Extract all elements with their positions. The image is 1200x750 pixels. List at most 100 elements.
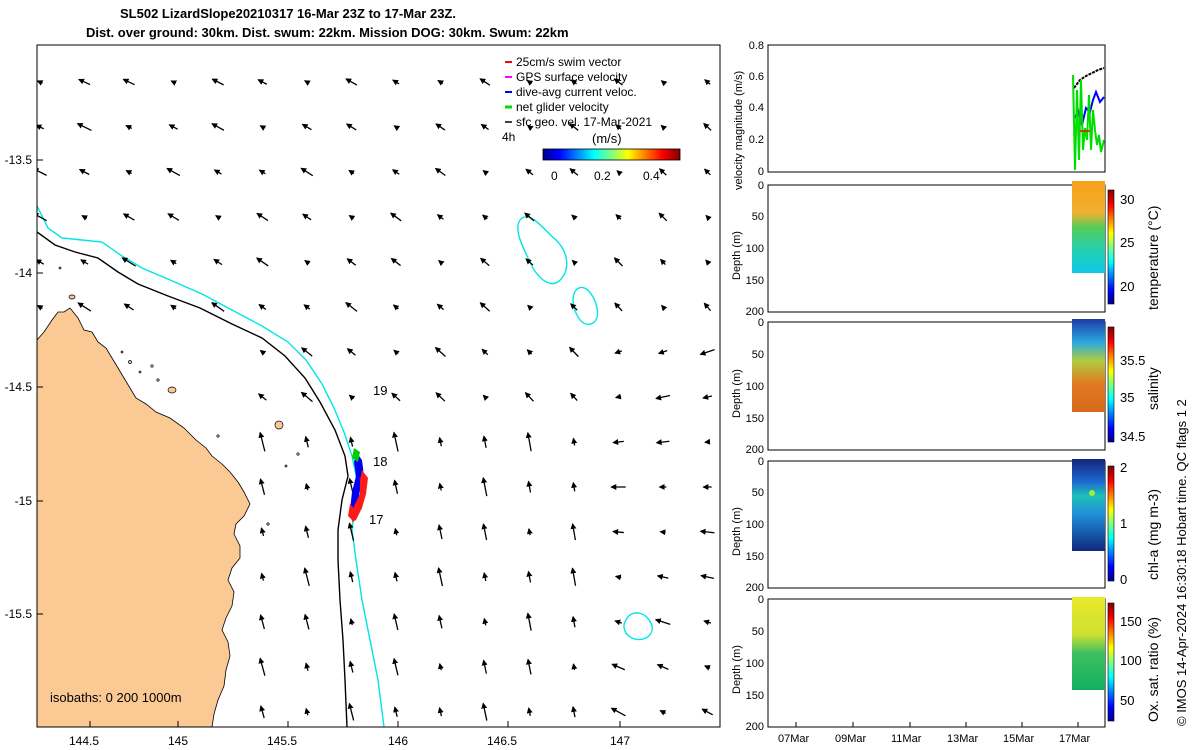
velocity-vector — [571, 663, 578, 671]
colorbar-tick: 0.2 — [594, 169, 611, 183]
velocity-vector — [481, 214, 489, 221]
ox-cbar-tick: 50 — [1120, 693, 1134, 708]
velocity-vector — [300, 391, 313, 403]
velocity-vector — [438, 259, 445, 267]
velocity-vector — [259, 572, 266, 581]
velocity-vector — [524, 392, 535, 402]
velocity-vector — [258, 478, 266, 496]
velocity-vector — [258, 657, 266, 676]
velocity-vector — [703, 122, 712, 131]
velocity-vector — [437, 614, 444, 629]
depth-axes: 0 50 100 150 200 0 50 100 150 200 0 50 1… — [746, 180, 764, 733]
velocity-vector — [699, 528, 715, 535]
vel-ylabel: velocity magnitude (m/s) — [733, 71, 745, 190]
velocity-vector — [81, 215, 88, 221]
lon-tick-label: 145.5 — [267, 734, 297, 748]
velocity-vector — [303, 435, 310, 448]
velocity-panel: 0 0.2 0.4 0.6 0.8 velocity magnitude (m/… — [733, 40, 1106, 190]
velocity-vector — [348, 570, 355, 583]
velocity-vector — [257, 79, 268, 85]
velocity-vector — [392, 479, 399, 494]
depth-tick: 100 — [746, 519, 764, 531]
velocity-vector — [303, 613, 310, 630]
velocity-vector — [482, 170, 490, 177]
depth-tick: 50 — [752, 626, 764, 638]
velocity-vector — [615, 214, 622, 221]
velocity-vector — [571, 705, 577, 718]
chla-section — [1072, 459, 1105, 551]
velocity-vector — [526, 707, 533, 716]
colorbar-title: (m/s) — [592, 131, 622, 146]
velocity-vector — [259, 125, 267, 131]
depth-tick: 100 — [746, 658, 764, 670]
velocity-vector — [259, 705, 266, 719]
velocity-vector — [257, 393, 267, 401]
velocity-vector — [526, 527, 533, 536]
sal-cbar-tick: 34.5 — [1120, 429, 1145, 444]
velocity-vector — [614, 302, 623, 312]
velocity-vector — [437, 662, 444, 671]
velocity-vector — [437, 524, 443, 540]
depth-tick: 150 — [746, 275, 764, 287]
velocity-vector — [479, 257, 490, 267]
velocity-vector — [436, 303, 445, 311]
temperature-panel: 30 25 20 temperature (°C) — [767, 181, 1161, 313]
lon-tick-label: 146.5 — [487, 734, 517, 748]
velocity-vector — [76, 123, 92, 131]
velocity-vector — [303, 567, 310, 587]
velocity-vector — [258, 169, 266, 176]
depth-tick: 150 — [746, 551, 764, 563]
depth-ylabel: Depth (m) — [731, 507, 743, 556]
velocity-vector — [526, 79, 534, 86]
velocity-vector — [213, 258, 223, 266]
lon-axis: 144.5 145 145.5 146 146.5 147 — [69, 721, 630, 748]
velocity-vector — [435, 392, 446, 402]
velocity-vector — [392, 613, 399, 631]
ox-cbar-tick: 100 — [1120, 653, 1142, 668]
velocity-vector — [434, 167, 446, 177]
velocity-vector — [37, 212, 47, 222]
velocity-vector — [125, 169, 133, 176]
depth-ylabel: Depth (m) — [731, 369, 743, 418]
velocity-vector — [614, 393, 622, 400]
velocity-vector — [570, 615, 577, 628]
velocity-vector — [80, 259, 89, 266]
lon-tick-label: 146 — [388, 734, 408, 748]
velocity-vector — [702, 393, 713, 400]
lat-tick-label: -14 — [15, 266, 33, 280]
velocity-vector — [437, 436, 444, 447]
depth-tick: 50 — [752, 487, 764, 499]
velocity-vector — [303, 80, 311, 86]
depth-tick: 50 — [752, 349, 764, 361]
velocity-vector — [569, 168, 579, 176]
ox-cbar-tick: 150 — [1120, 614, 1142, 629]
velocity-vector — [166, 167, 181, 177]
depth-tick: 200 — [746, 444, 764, 456]
velocity-vector — [301, 123, 312, 131]
velocity-vector — [345, 302, 358, 312]
velocity-vector — [346, 348, 356, 356]
velocity-vector — [37, 80, 44, 86]
velocity-vector — [570, 303, 578, 311]
velocity-vector — [699, 349, 715, 356]
vel-tick: 0.6 — [749, 71, 764, 83]
velocity-vector — [526, 570, 533, 583]
velocity-vector — [303, 525, 310, 538]
velocity-vector — [525, 431, 532, 452]
velocity-vectors — [37, 78, 715, 721]
velocity-vector — [167, 213, 180, 221]
vel-geo-line — [1073, 67, 1105, 89]
temp-cbar-tick: 20 — [1120, 279, 1134, 294]
velocity-vector — [392, 431, 399, 452]
velocity-vector — [121, 257, 137, 267]
date-tick: 07Mar — [778, 733, 810, 745]
ox-cbar-label: Ox. sat. ratio (%) — [1145, 617, 1161, 722]
velocity-vector — [527, 304, 534, 312]
velocity-vector — [348, 436, 355, 447]
velocity-vector — [661, 304, 668, 312]
legend-label: GPS surface velocity — [516, 70, 627, 84]
vel-net-line — [1072, 74, 1105, 171]
velocity-vector — [525, 168, 534, 176]
depth-ylabel: Depth (m) — [731, 231, 743, 280]
